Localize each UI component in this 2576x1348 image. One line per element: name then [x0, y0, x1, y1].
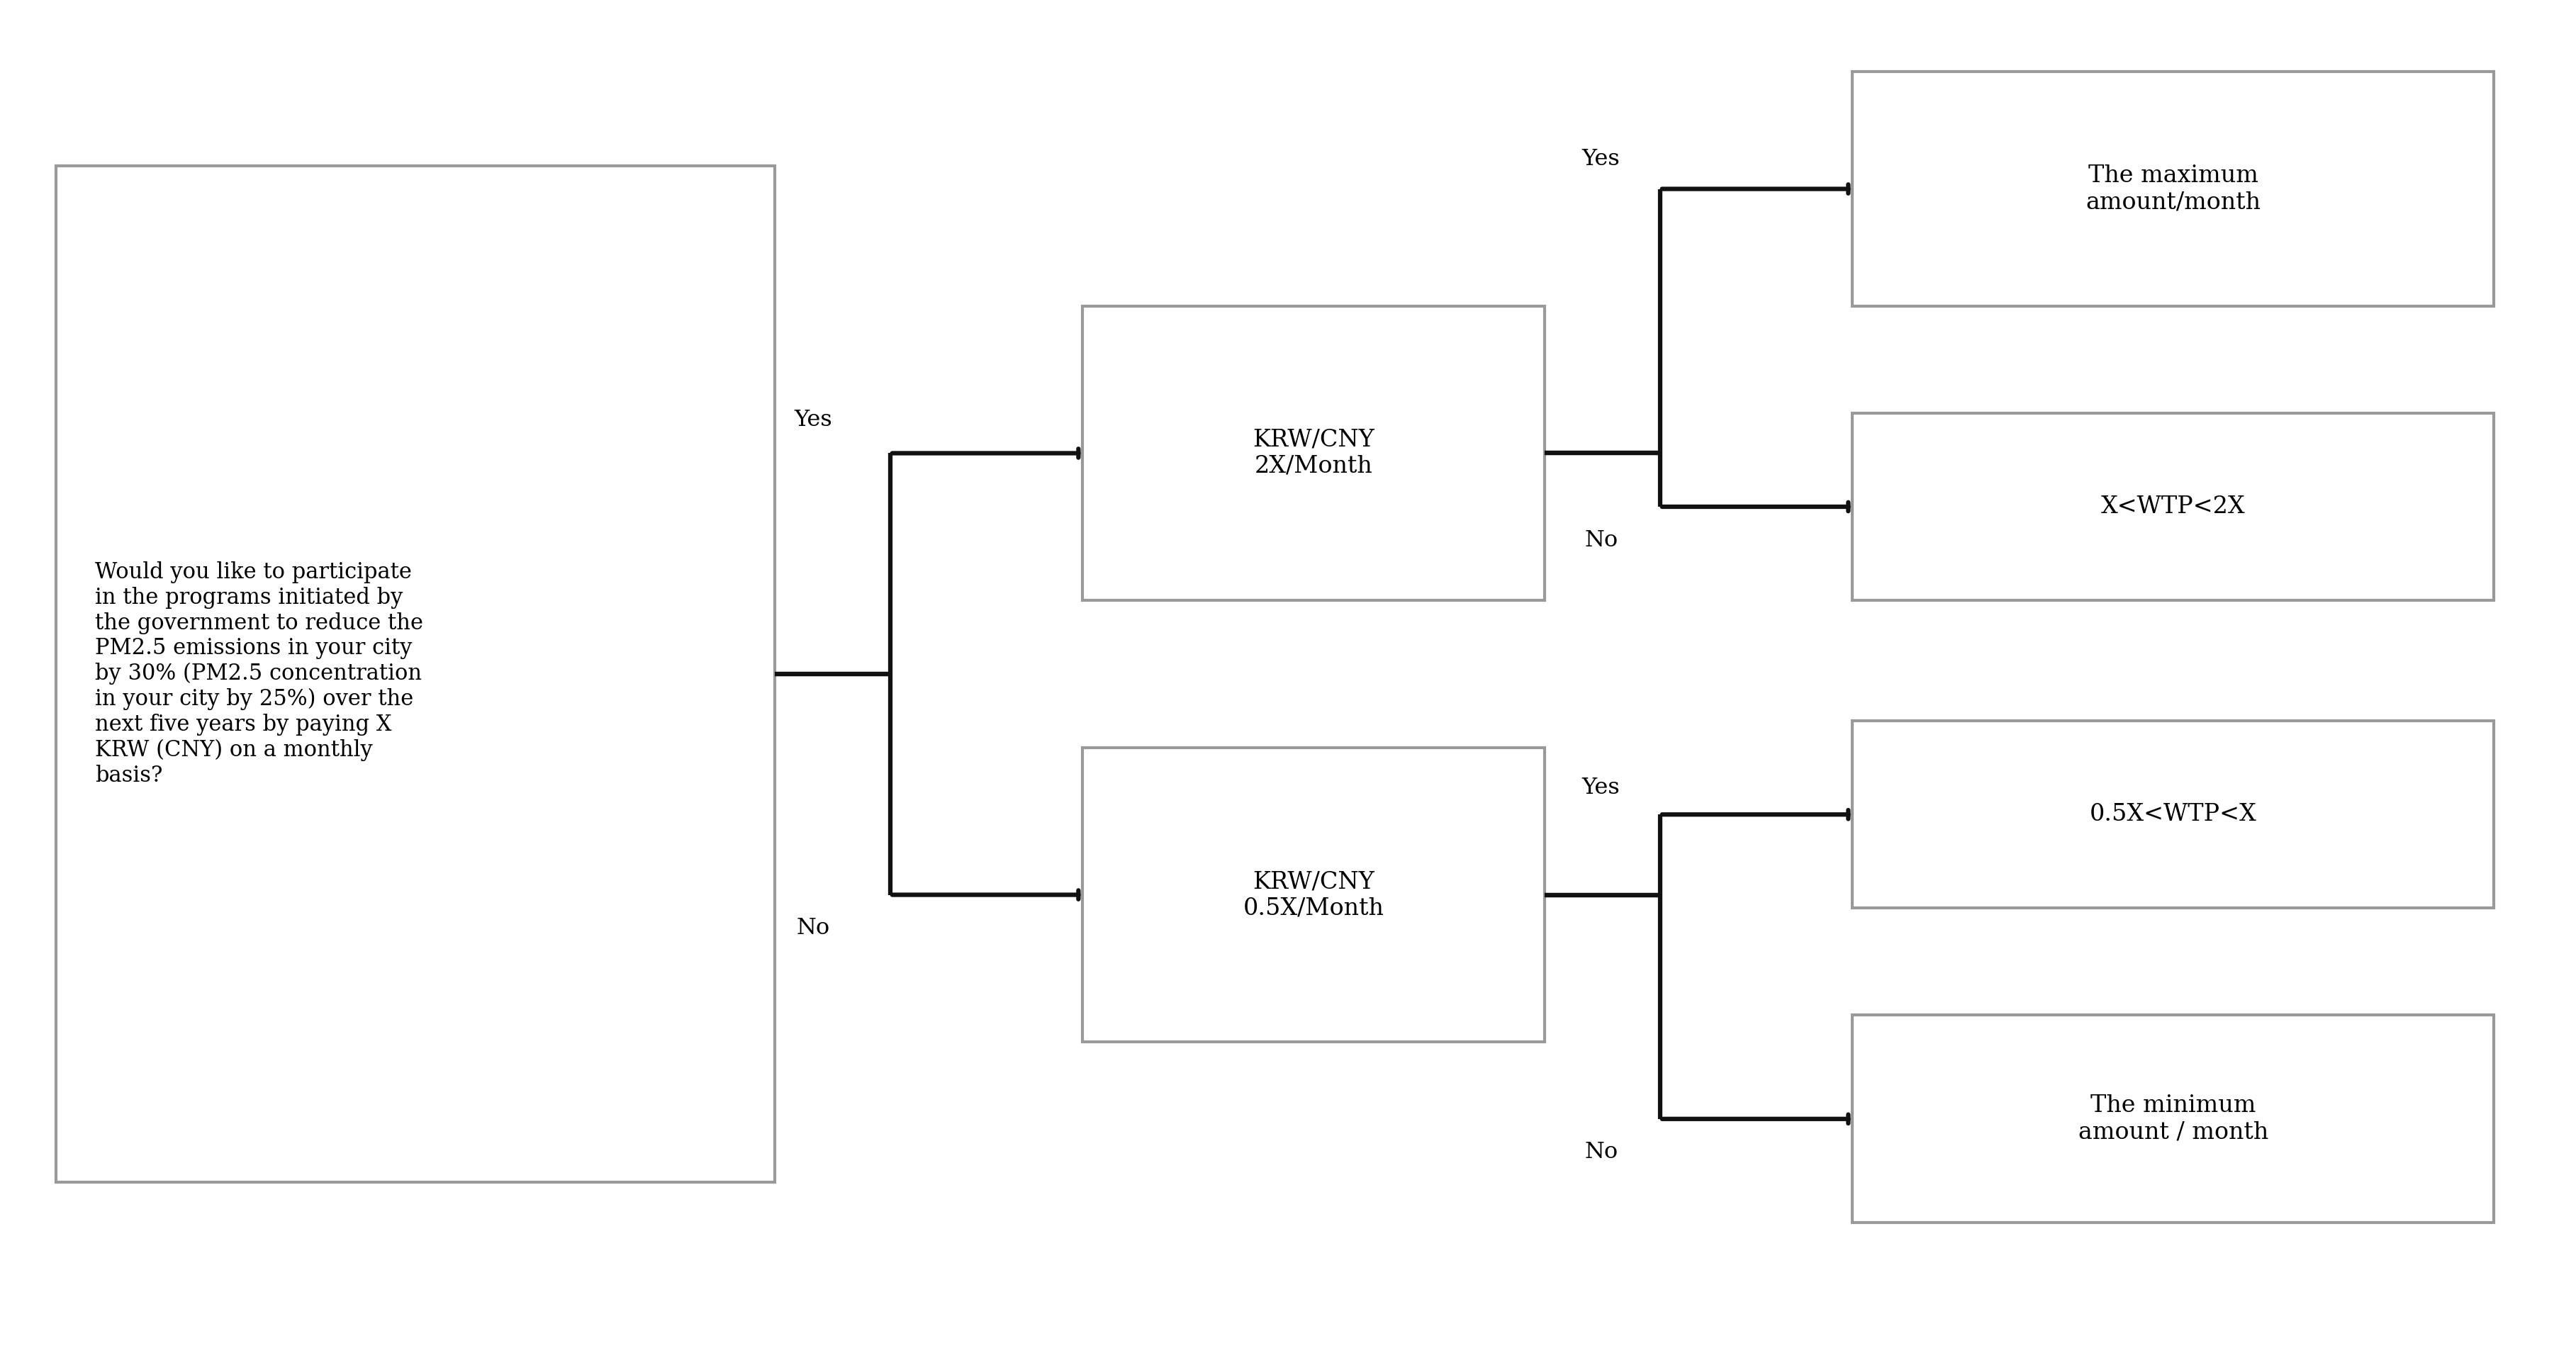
FancyBboxPatch shape: [1082, 748, 1546, 1042]
Text: Yes: Yes: [1582, 148, 1620, 170]
FancyBboxPatch shape: [1852, 412, 2494, 600]
FancyBboxPatch shape: [1852, 721, 2494, 909]
FancyBboxPatch shape: [57, 166, 775, 1182]
Text: Would you like to participate
in the programs initiated by
the government to red: Would you like to participate in the pro…: [95, 561, 422, 787]
FancyBboxPatch shape: [1082, 306, 1546, 600]
Text: The minimum
amount / month: The minimum amount / month: [2079, 1095, 2269, 1143]
Text: KRW/CNY
2X/Month: KRW/CNY 2X/Month: [1252, 429, 1376, 477]
Text: X<WTP<2X: X<WTP<2X: [2102, 496, 2246, 518]
Text: No: No: [1584, 530, 1618, 551]
Text: KRW/CNY
0.5X/Month: KRW/CNY 0.5X/Month: [1244, 871, 1383, 919]
Text: No: No: [796, 917, 829, 940]
Text: No: No: [1584, 1140, 1618, 1163]
FancyBboxPatch shape: [1852, 71, 2494, 306]
Text: Yes: Yes: [1582, 776, 1620, 799]
Text: The maximum
amount/month: The maximum amount/month: [2087, 164, 2262, 213]
Text: Yes: Yes: [793, 408, 832, 431]
Text: 0.5X<WTP<X: 0.5X<WTP<X: [2089, 803, 2257, 826]
FancyBboxPatch shape: [1852, 1015, 2494, 1223]
